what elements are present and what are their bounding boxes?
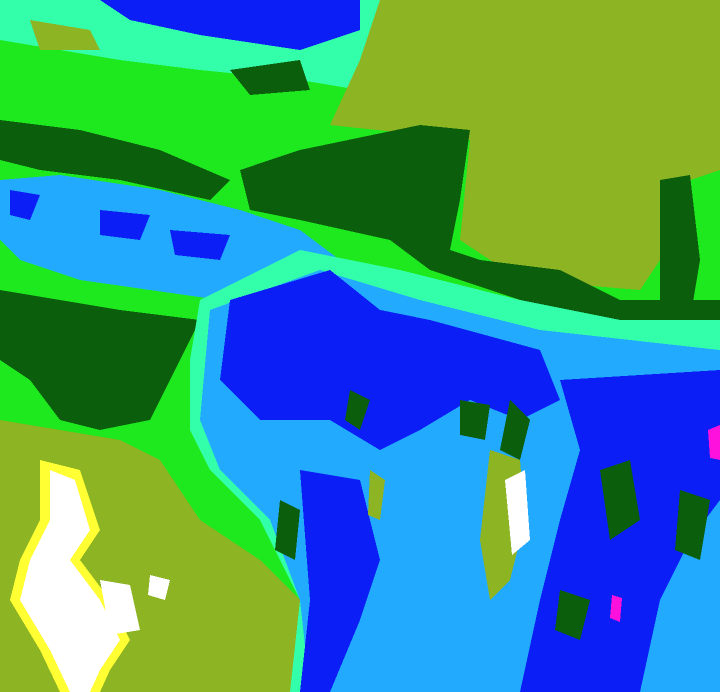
region	[275, 390, 710, 640]
region	[240, 125, 720, 330]
region	[660, 175, 700, 320]
region	[0, 120, 230, 200]
region	[100, 575, 170, 635]
region	[0, 175, 340, 300]
region	[230, 60, 310, 95]
region	[100, 0, 360, 50]
region	[505, 470, 530, 555]
region	[30, 20, 100, 50]
region	[20, 470, 120, 692]
region	[368, 450, 525, 600]
region	[330, 0, 720, 290]
region	[10, 190, 230, 260]
region	[610, 425, 720, 622]
region	[0, 290, 200, 430]
region	[300, 470, 380, 692]
region	[220, 270, 560, 450]
